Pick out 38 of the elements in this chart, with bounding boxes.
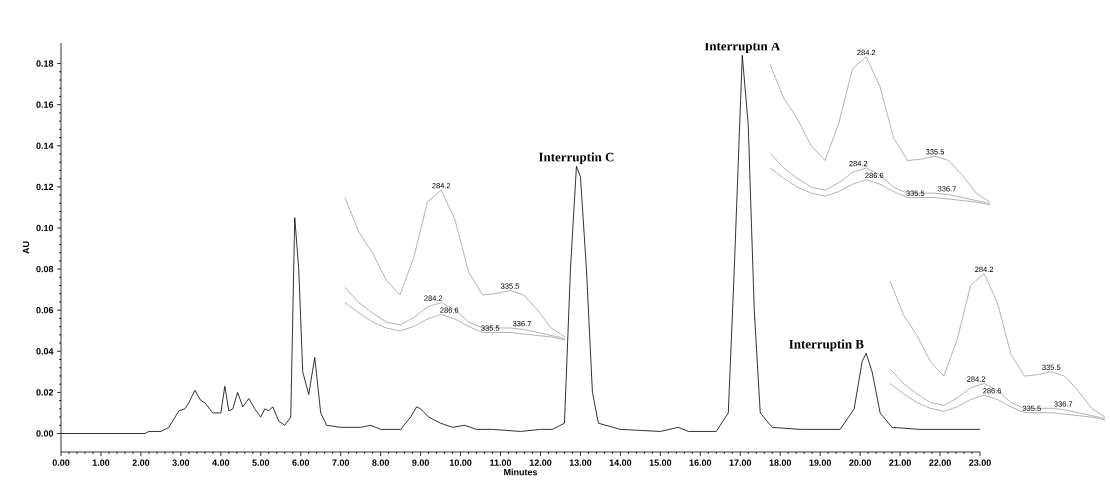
x-tick-label: 21.00 [889, 459, 911, 466]
x-tick-label: 2.00 [132, 459, 150, 466]
y-tick-label: 0.02 [36, 389, 54, 396]
x-tick-label: 3.00 [172, 459, 190, 466]
x-tick-label: 10.00 [449, 459, 472, 466]
y-tick-label: 0.16 [36, 101, 54, 108]
x-tick-label: 19.00 [809, 459, 832, 466]
y-tick-label: 0.10 [36, 224, 54, 232]
x-tick-label: 23.00 [969, 459, 991, 466]
y-axis-title: AU [22, 241, 30, 254]
x-tick-label: 7.00 [332, 459, 350, 466]
x-tick-label: 12.00 [529, 459, 552, 466]
x-tick-label: 8.00 [372, 459, 390, 466]
x-axis-title: Minutes [504, 468, 538, 476]
x-tick-label: 9.00 [412, 459, 429, 466]
x-tick-label: 14.00 [609, 459, 632, 466]
x-tick-label: 17.00 [729, 459, 752, 466]
x-tick-label: 22.00 [929, 459, 951, 466]
x-tick-label: 0.00 [52, 459, 70, 466]
annotation: Interruptin C [538, 152, 614, 165]
x-tick-label: 15.00 [649, 459, 672, 466]
x-tick-label: 20.00 [849, 459, 871, 466]
x-tick-label: 11.00 [490, 459, 512, 466]
annotation: Interruptin B [789, 339, 864, 352]
x-tick-label: 5.00 [252, 459, 270, 466]
x-tick-label: 1.00 [92, 459, 110, 466]
y-tick-label: 0.00 [36, 430, 54, 437]
y-tick-label: 0.18 [36, 60, 54, 67]
y-tick-label: 0.08 [36, 265, 54, 273]
x-tick-label: 13.00 [569, 459, 592, 466]
y-tick-label: 0.06 [36, 307, 54, 314]
x-tick-label: 16.00 [689, 459, 712, 466]
y-tick-label: 0.14 [36, 142, 54, 149]
y-tick-label: 0.12 [36, 183, 54, 191]
x-tick-label: 18.00 [769, 459, 792, 466]
x-tick-label: 4.00 [212, 459, 230, 466]
y-tick-label: 0.04 [36, 348, 54, 355]
x-tick-label: 6.00 [292, 459, 310, 466]
